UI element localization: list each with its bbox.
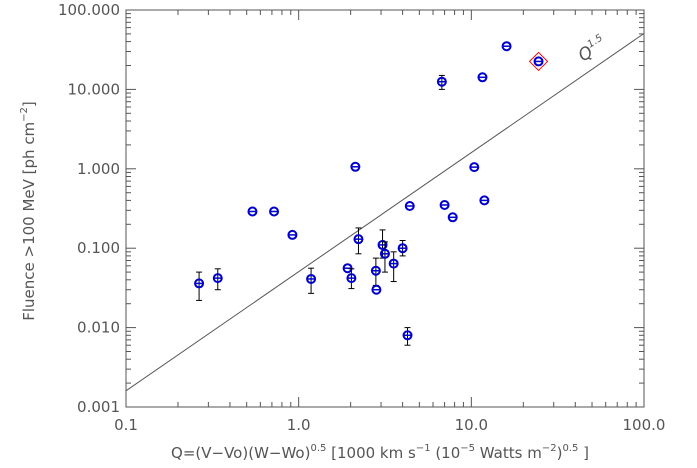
y-tick-label: 0.100 (77, 239, 120, 257)
x-tick-label: 10.0 (455, 416, 488, 434)
fit-line-label: Q1.5 (574, 33, 610, 67)
y-tick-label: 10.000 (68, 80, 121, 98)
y-axis-label: Fluence >100 MeV [ph cm−2] (19, 101, 38, 321)
y-tick-label: 1.000 (77, 160, 120, 178)
x-tick-label: 1.0 (287, 416, 311, 434)
x-tick-label: 100.0 (623, 416, 666, 434)
highlight-diamond-marker (528, 51, 549, 72)
fit-line-q-1-5 (125, 33, 645, 392)
y-tick-label: 0.001 (77, 398, 120, 416)
y-tick-label: 100.000 (58, 1, 120, 19)
ticks-layer: 0.1 1.0 10.0 100.0 0.001 0.010 0.100 1.000 10.00… (58, 1, 666, 434)
data-points-layer (194, 41, 549, 346)
plot-frame (125, 9, 645, 408)
y-tick-label: 0.010 (77, 319, 120, 337)
x-axis-label: Q=(V−Vo)(W−Wo)0.5 [1000 km s−1 (10−5 Wat… (171, 443, 589, 462)
x-tick-label: 0.1 (114, 416, 138, 434)
fit-line-layer (125, 33, 645, 392)
